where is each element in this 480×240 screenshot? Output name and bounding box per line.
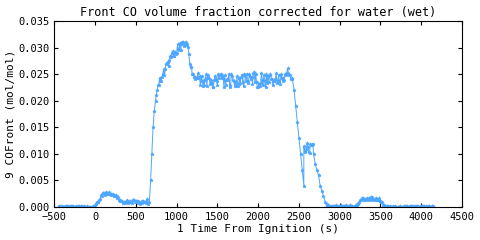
X-axis label: 1 Time From Ignition (s): 1 Time From Ignition (s) xyxy=(177,224,339,234)
Y-axis label: 9 COFront (mol/mol): 9 COFront (mol/mol) xyxy=(6,50,15,178)
Title: Front CO volume fraction corrected for water (wet): Front CO volume fraction corrected for w… xyxy=(80,6,436,18)
